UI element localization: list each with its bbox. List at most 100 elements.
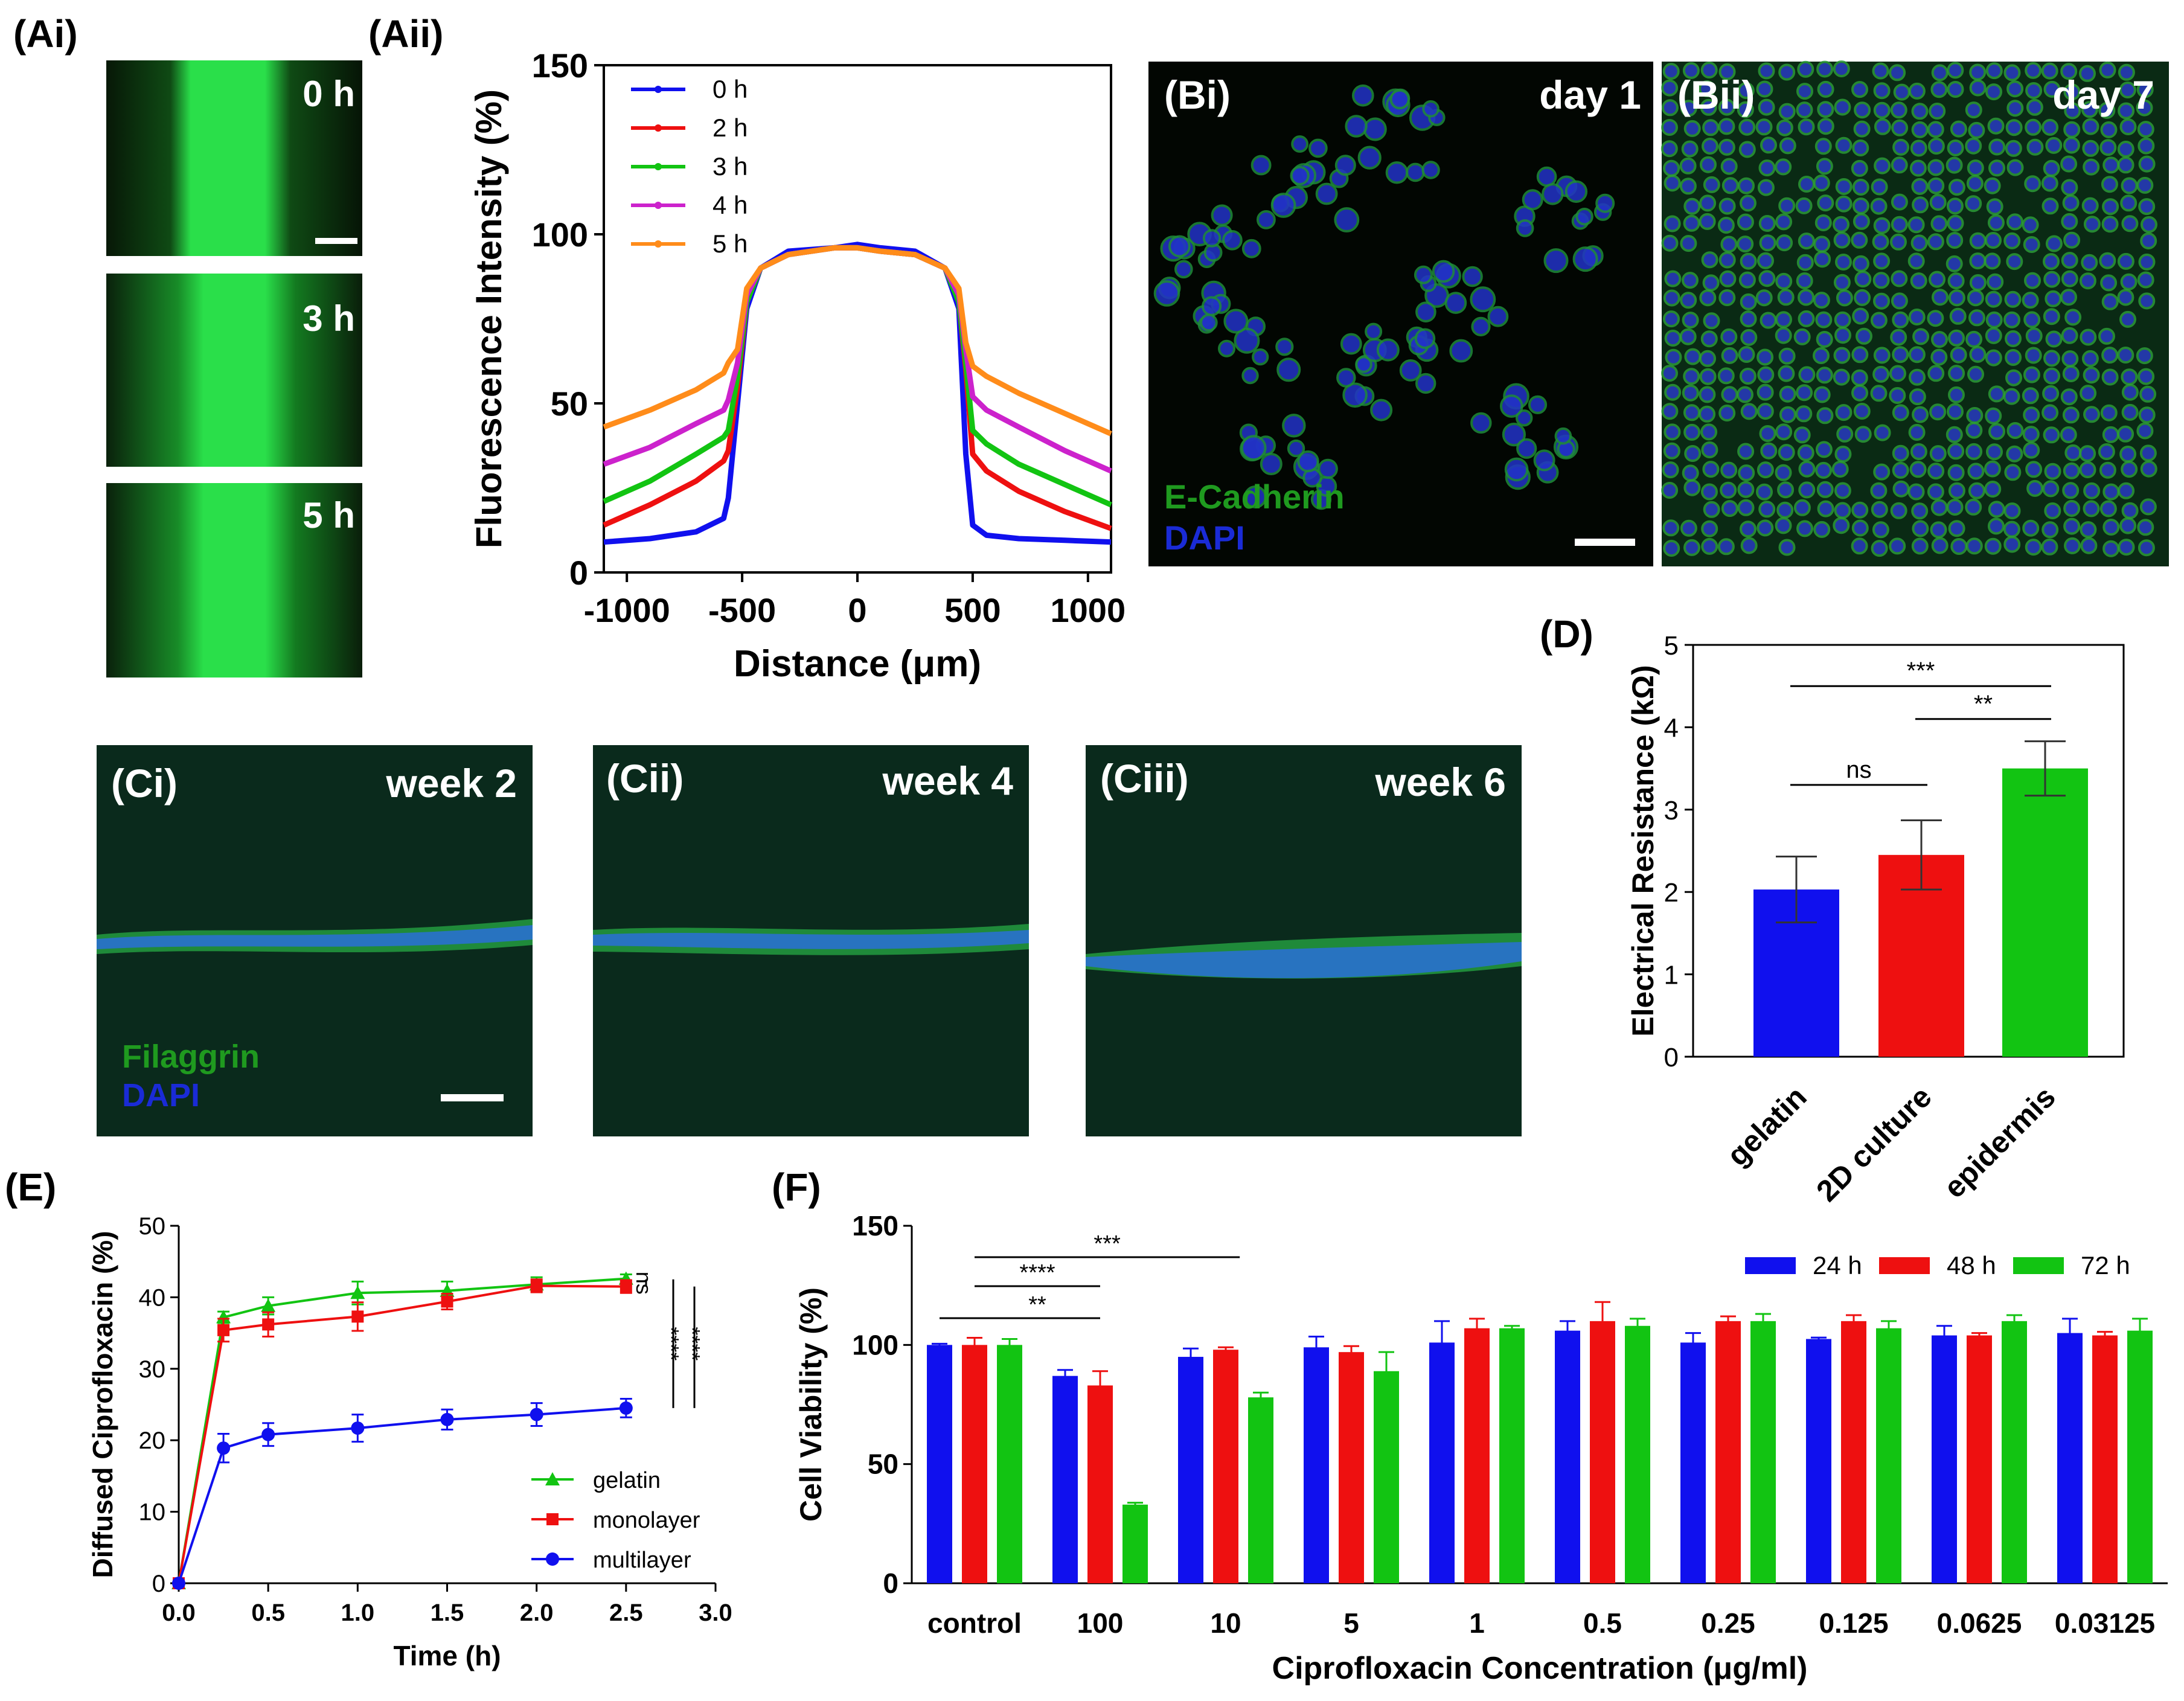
cell-nucleus	[2098, 443, 2115, 460]
x-tick-label: 500	[944, 591, 1001, 629]
cell-nucleus	[1740, 310, 1757, 328]
cell-nucleus	[1737, 213, 1754, 231]
cell-nucleus	[1853, 120, 1871, 138]
cell-nucleus	[2003, 232, 2021, 249]
cell-nucleus	[1987, 273, 2004, 290]
cell-nucleus	[1703, 176, 1720, 193]
cell-nucleus	[1211, 204, 1233, 226]
cell-nucleus	[1721, 386, 1738, 403]
cell-nucleus	[1948, 520, 1965, 537]
cell-nucleus	[1873, 217, 1891, 234]
cell-nucleus	[1796, 520, 1813, 537]
cell-nucleus	[1385, 161, 1409, 184]
cell-nucleus	[1251, 155, 1272, 176]
cell-nucleus	[2117, 425, 2134, 443]
cell-nucleus	[1929, 271, 1945, 288]
cell-nucleus	[2006, 422, 2024, 439]
data-point-multilayer	[440, 1412, 454, 1426]
cell-nucleus	[1775, 272, 1793, 290]
bi-stain-ecadherin: E-Cadherin	[1164, 478, 1345, 516]
cell-nucleus	[1874, 157, 1891, 175]
data-point-gelatin	[261, 1298, 276, 1312]
cell-nucleus	[2117, 347, 2134, 364]
cell-nucleus	[2062, 365, 2080, 382]
cell-nucleus	[1737, 386, 1753, 403]
cell-nucleus	[1833, 274, 1851, 291]
cell-nucleus	[2022, 387, 2039, 405]
cell-nucleus	[2102, 426, 2119, 443]
cell-nucleus	[1779, 406, 1796, 423]
bar-72h	[1374, 1371, 1399, 1583]
cell-nucleus	[1946, 499, 1964, 516]
cell-nucleus	[1852, 179, 1869, 196]
cell-nucleus	[1444, 292, 1467, 314]
cell-nucleus	[1759, 234, 1776, 252]
cell-nucleus	[1738, 177, 1755, 194]
cell-nucleus	[2060, 388, 2078, 406]
data-point-multilayer	[172, 1577, 185, 1590]
cell-nucleus	[2060, 289, 2077, 306]
significance-label: ****	[680, 1327, 705, 1360]
x-tick-label: 1000	[1051, 591, 1126, 629]
cell-nucleus	[1930, 215, 1948, 232]
cell-nucleus	[1908, 82, 1926, 100]
cell-nucleus	[1796, 101, 1813, 119]
cell-nucleus	[2081, 197, 2099, 214]
cell-nucleus	[1945, 255, 1963, 272]
cell-nucleus	[1892, 311, 1909, 328]
cell-nucleus	[2119, 310, 2136, 328]
cell-nucleus	[1927, 483, 1944, 501]
cell-nucleus	[1965, 443, 1983, 460]
cell-nucleus	[1683, 120, 1701, 137]
cell-nucleus	[1775, 327, 1792, 344]
cell-nucleus	[1702, 119, 1720, 136]
cell-nucleus	[1950, 346, 1967, 364]
cell-nucleus	[1663, 159, 1680, 177]
cell-nucleus	[2062, 482, 2080, 499]
legend-entry: 3 h	[713, 152, 748, 181]
cell-nucleus	[1363, 117, 1387, 141]
cell-nucleus	[2025, 82, 2043, 99]
cell-nucleus	[2042, 385, 2060, 402]
cell-nucleus	[2003, 502, 2021, 520]
cell-nucleus	[1575, 208, 1593, 226]
cell-nucleus	[1985, 311, 2003, 328]
cell-nucleus	[1851, 81, 1868, 98]
bar-72h	[1625, 1325, 1650, 1583]
cell-nucleus	[1200, 313, 1218, 332]
cell-nucleus	[2026, 479, 2044, 497]
cell-nucleus	[2006, 445, 2023, 463]
cell-nucleus	[2003, 521, 2020, 538]
cell-nucleus	[2119, 82, 2136, 98]
cell-nucleus	[1853, 213, 1870, 230]
cell-nucleus	[2119, 517, 2137, 534]
cell-nucleus	[1927, 365, 1945, 382]
cell-nucleus	[2136, 176, 2154, 194]
bar-24h	[927, 1345, 952, 1583]
cell-nucleus	[1679, 178, 1697, 195]
cell-nucleus	[2006, 100, 2024, 117]
data-point-monolayer	[530, 1280, 543, 1292]
cell-nucleus	[2004, 290, 2022, 308]
cell-nucleus	[2121, 383, 2139, 401]
cell-nucleus	[1984, 460, 2001, 478]
cell-nucleus	[2138, 406, 2156, 424]
x-tick-label: 0.0	[162, 1600, 196, 1626]
cell-nucleus	[1760, 442, 1778, 460]
cell-nucleus	[1816, 407, 1834, 424]
cell-nucleus	[1945, 156, 1963, 174]
bar-72h	[1876, 1328, 1901, 1583]
cell-nucleus	[1985, 62, 2003, 80]
cell-nucleus	[2043, 253, 2060, 271]
cell-nucleus	[1661, 234, 1679, 252]
cell-nucleus	[1852, 139, 1869, 156]
cell-nucleus	[1967, 159, 1984, 177]
cell-nucleus	[1984, 481, 2002, 498]
cell-nucleus	[1737, 82, 1755, 99]
cell-nucleus	[1504, 457, 1529, 482]
cell-nucleus	[1449, 339, 1473, 363]
cell-nucleus	[1406, 162, 1425, 182]
significance-label: **	[1028, 1292, 1046, 1318]
cell-nucleus	[1947, 464, 1965, 481]
cell-nucleus	[1986, 443, 2003, 461]
